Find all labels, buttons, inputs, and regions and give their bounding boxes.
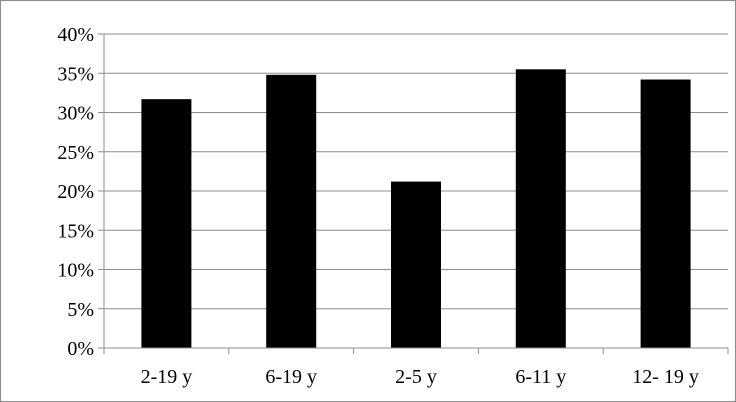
x-axis-tick-labels: 2-19 y 6-19 y 2-5 y 6-11 y 12- 19 y — [141, 366, 699, 388]
y-tick-label: 15% — [57, 220, 94, 242]
bar — [640, 79, 691, 348]
bar — [141, 99, 192, 348]
axes — [98, 34, 729, 354]
x-tick-label: 2-5 y — [395, 366, 437, 388]
x-tick-label: 12- 19 y — [632, 366, 699, 388]
y-tick-label: 40% — [57, 24, 94, 46]
bars — [141, 69, 691, 348]
x-tick-label: 6-19 y — [265, 366, 317, 388]
bar — [391, 181, 441, 348]
x-tick-label: 2-19 y — [141, 366, 193, 388]
y-tick-label: 30% — [57, 103, 94, 125]
y-tick-label: 0% — [67, 338, 94, 360]
x-tick-label: 6-11 y — [515, 366, 566, 388]
bar — [515, 69, 566, 348]
bar — [266, 74, 317, 348]
y-axis-tick-labels: 0% 5% 10% 15% 20% 25% 30% 35% 40% — [57, 24, 94, 360]
y-tick-label: 10% — [57, 260, 94, 282]
y-tick-label: 20% — [57, 181, 94, 203]
y-tick-label: 25% — [57, 142, 94, 164]
y-tick-label: 5% — [67, 299, 94, 321]
y-tick-label: 35% — [57, 63, 94, 85]
